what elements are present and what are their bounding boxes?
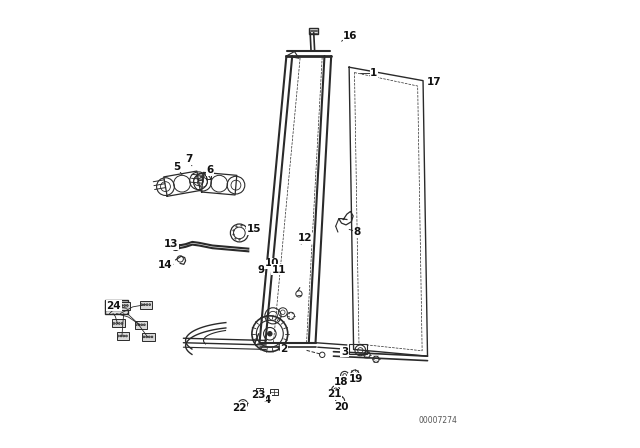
Bar bbox=[118, 302, 130, 310]
Circle shape bbox=[268, 332, 272, 336]
Circle shape bbox=[118, 305, 120, 306]
Text: 24: 24 bbox=[107, 301, 121, 310]
Text: 11: 11 bbox=[271, 265, 286, 275]
Circle shape bbox=[116, 323, 118, 324]
Circle shape bbox=[121, 323, 123, 324]
Text: 4: 4 bbox=[264, 395, 271, 405]
Text: 15: 15 bbox=[246, 224, 261, 234]
Bar bbox=[257, 388, 262, 393]
Bar bbox=[142, 333, 155, 341]
Circle shape bbox=[124, 305, 125, 306]
Circle shape bbox=[148, 336, 150, 338]
Text: 21: 21 bbox=[327, 389, 342, 399]
Circle shape bbox=[146, 336, 147, 338]
Text: 23: 23 bbox=[251, 390, 266, 400]
Text: 6: 6 bbox=[207, 165, 214, 175]
Text: 18: 18 bbox=[334, 377, 349, 387]
Circle shape bbox=[149, 304, 150, 306]
Circle shape bbox=[143, 336, 145, 338]
Circle shape bbox=[138, 324, 140, 326]
Text: 22: 22 bbox=[232, 403, 246, 413]
Bar bbox=[134, 321, 147, 329]
Text: 10: 10 bbox=[265, 258, 279, 268]
Circle shape bbox=[143, 304, 145, 306]
Text: 19: 19 bbox=[349, 374, 363, 383]
Circle shape bbox=[141, 324, 143, 326]
Circle shape bbox=[118, 323, 120, 324]
Circle shape bbox=[121, 305, 123, 306]
Circle shape bbox=[143, 324, 145, 326]
Circle shape bbox=[113, 323, 115, 324]
Circle shape bbox=[151, 336, 153, 338]
Bar bbox=[205, 172, 211, 179]
Circle shape bbox=[118, 335, 119, 337]
Circle shape bbox=[120, 335, 122, 337]
Text: 20: 20 bbox=[334, 402, 349, 412]
Bar bbox=[116, 332, 129, 340]
Circle shape bbox=[141, 304, 143, 306]
Text: 17: 17 bbox=[427, 77, 442, 86]
Text: 13: 13 bbox=[164, 239, 179, 249]
Bar bbox=[105, 300, 128, 314]
Circle shape bbox=[146, 304, 148, 306]
Text: 5: 5 bbox=[173, 162, 180, 172]
Circle shape bbox=[136, 324, 137, 326]
Bar bbox=[349, 344, 367, 354]
Text: 12: 12 bbox=[298, 233, 312, 243]
Bar bbox=[308, 28, 317, 34]
Bar bbox=[140, 301, 152, 309]
Bar bbox=[270, 389, 278, 395]
Text: 00007274: 00007274 bbox=[419, 416, 458, 425]
Circle shape bbox=[125, 335, 127, 337]
Text: 1: 1 bbox=[370, 68, 378, 78]
Text: 3: 3 bbox=[341, 347, 348, 357]
Text: 8: 8 bbox=[353, 227, 361, 237]
Bar bbox=[112, 319, 125, 327]
Circle shape bbox=[127, 305, 128, 306]
Text: 16: 16 bbox=[343, 31, 358, 41]
Text: 2: 2 bbox=[280, 345, 288, 354]
Text: 7: 7 bbox=[185, 154, 193, 164]
Circle shape bbox=[123, 335, 125, 337]
Text: 14: 14 bbox=[158, 260, 173, 270]
Text: 9: 9 bbox=[258, 265, 265, 275]
